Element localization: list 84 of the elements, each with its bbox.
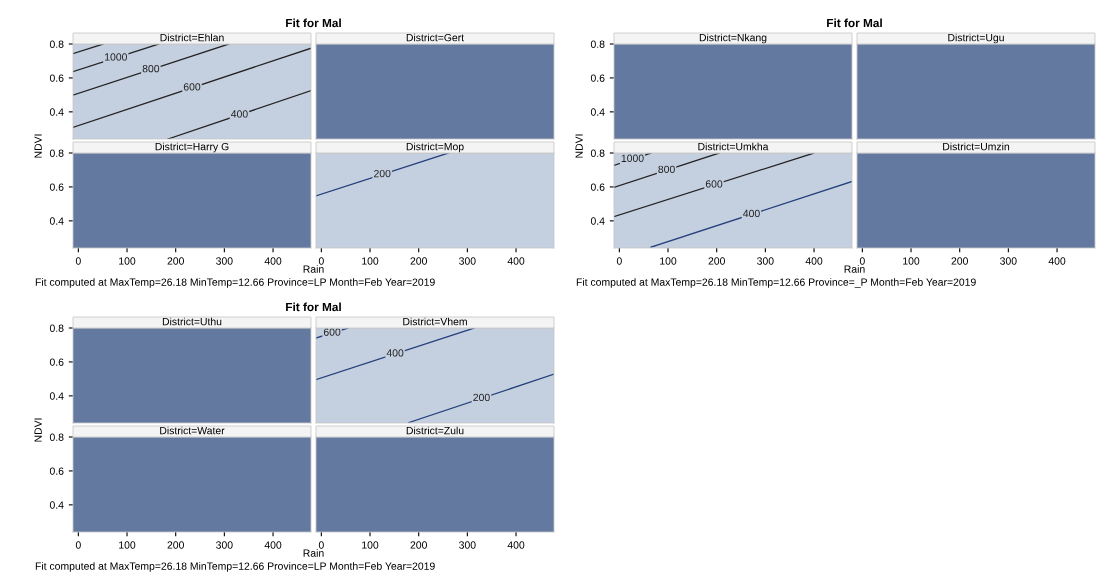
y-axis-title: NDVI	[575, 134, 583, 158]
chart-subtitle: Fit for Mal	[286, 302, 341, 312]
text: Fit computed at MaxTemp=26.18 MinTemp=12.66 Province=LP Month=Feb Year=2019	[35, 278, 435, 288]
series-label: 1000	[621, 154, 644, 162]
x-tick-label: 400	[507, 257, 525, 265]
x-tick-label: 400	[1048, 257, 1066, 265]
x-tick-label: 300	[757, 257, 774, 265]
y-tick-label: 0.4	[49, 501, 64, 509]
x-tick-label: 0	[318, 541, 324, 549]
series-label: 600	[705, 180, 723, 188]
y-tick-label: 0.6	[49, 358, 64, 366]
chart-title: District=Ehlan	[160, 33, 224, 42]
y-tick-label: 0.4	[49, 217, 64, 225]
chart-title: District=Gert	[406, 33, 465, 42]
x-tick-label: 300	[459, 257, 476, 265]
x-tick-label: 0	[75, 541, 81, 549]
x-tick-label: 400	[264, 257, 282, 265]
chart-title: District=Nkang	[699, 33, 767, 44]
y-tick-label: 0.8	[49, 433, 64, 441]
x-tick-label: 100	[362, 257, 379, 265]
y-tick-label: 0.8	[49, 324, 64, 332]
series-label: 400	[743, 209, 760, 218]
y-tick-label: 0.4	[590, 108, 605, 116]
x-tick-label: 400	[805, 257, 823, 265]
chart-title: District=Uthu	[162, 317, 222, 326]
series-label: 200	[473, 393, 490, 402]
x-tick-label: 400	[507, 541, 525, 549]
x-tick-label: 0	[75, 257, 81, 265]
y-tick-label: 0.4	[590, 217, 605, 225]
series-label: 400	[386, 349, 404, 357]
x-tick-label: 300	[459, 541, 476, 549]
y-axis-title: NDVI	[34, 418, 42, 442]
x-tick-label: 200	[951, 257, 968, 265]
series-label: 600	[183, 83, 201, 91]
y-tick-label: 0.6	[590, 74, 605, 82]
x-tick-label: 100	[660, 257, 677, 265]
x-tick-label: 200	[410, 541, 427, 549]
chart-subtitle: Fit for Mal	[286, 18, 341, 28]
x-tick-label: 200	[410, 257, 427, 265]
y-tick-label: 0.6	[49, 183, 64, 191]
series-label: 800	[658, 165, 675, 174]
x-tick-label: 0	[859, 257, 865, 265]
chart-title: District=Harry G	[155, 142, 229, 153]
y-tick-label: 0.6	[49, 74, 64, 82]
x-tick-label: 400	[264, 541, 282, 549]
y-tick-label: 0.6	[590, 183, 605, 191]
x-tick-label: 100	[119, 257, 136, 265]
text: Fit computed at MaxTemp=26.18 MinTemp=12.66 Province=LP Month=Feb Year=2019	[35, 562, 435, 572]
y-tick-label: 0.8	[49, 149, 64, 157]
chart-title: District=Ugu	[948, 33, 1004, 44]
x-tick-label: 200	[167, 541, 184, 549]
chart-title: District=Umkha	[698, 142, 769, 151]
chart-title: District=Mop	[406, 142, 464, 153]
series-label: 1000	[105, 53, 128, 61]
series-label: 400	[231, 110, 248, 118]
x-axis-title: Rain	[303, 265, 324, 273]
text: Fit computed at MaxTemp=26.18 MinTemp=12.66 Province=_P Month=Feb Year=2019	[576, 278, 976, 288]
x-tick-label: 0	[616, 257, 622, 265]
chart-title: District=Vhem	[403, 317, 467, 326]
x-tick-label: 100	[903, 257, 920, 265]
chart-title: District=Water	[160, 426, 225, 435]
y-tick-label: 0.4	[49, 108, 64, 116]
x-axis-title: Rain	[303, 549, 324, 557]
series-label: 800	[142, 64, 160, 73]
y-tick-label: 0.8	[49, 40, 64, 48]
chart-title: District=Umzin	[943, 142, 1010, 151]
x-tick-label: 100	[362, 541, 379, 549]
y-tick-label: 0.8	[590, 149, 605, 157]
x-axis-title: Rain	[844, 265, 865, 273]
x-tick-label: 300	[216, 541, 233, 549]
chart-subtitle: Fit for Mal	[827, 18, 882, 28]
y-axis-title: NDVI	[34, 134, 42, 158]
x-tick-label: 0	[318, 257, 324, 265]
series-label: 200	[374, 169, 391, 178]
y-tick-label: 0.6	[49, 467, 64, 475]
x-tick-label: 200	[708, 257, 725, 265]
x-tick-label: 300	[216, 257, 233, 265]
x-tick-label: 200	[167, 257, 184, 265]
x-tick-label: 100	[119, 541, 136, 549]
y-tick-label: 0.8	[590, 40, 605, 48]
chart-title: District=Zulu	[406, 426, 464, 435]
series-label: 600	[323, 328, 341, 336]
y-tick-label: 0.4	[49, 392, 64, 400]
x-tick-label: 300	[1000, 257, 1017, 265]
